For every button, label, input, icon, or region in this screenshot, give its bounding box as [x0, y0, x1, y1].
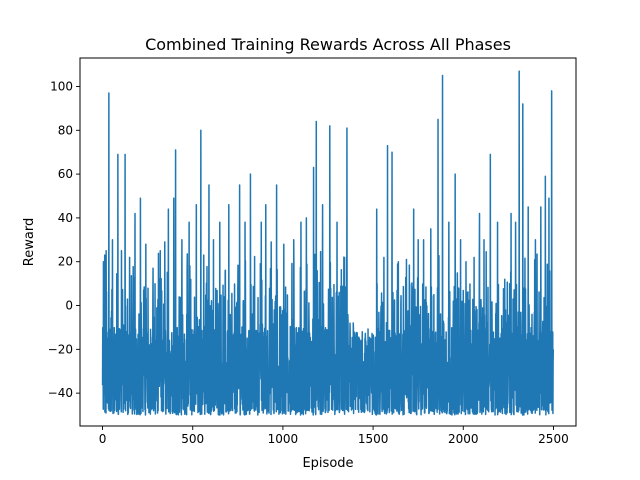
y-tick-label: 80	[58, 123, 73, 137]
x-tick-label: 1000	[268, 432, 299, 446]
y-tick-label: 0	[65, 299, 73, 313]
chart-title: Combined Training Rewards Across All Pha…	[145, 35, 511, 54]
x-tick-label: 2000	[448, 432, 479, 446]
x-tick-label: 0	[99, 432, 107, 446]
y-tick-label: 60	[58, 167, 73, 181]
plot-area	[101, 70, 555, 416]
y-tick-label: 100	[50, 79, 73, 93]
plot-frame	[79, 57, 577, 427]
x-tick-label: 2500	[538, 432, 569, 446]
reward-series-line	[101, 70, 555, 416]
y-tick-label: 20	[58, 255, 73, 269]
x-axis-label: Episode	[302, 456, 353, 471]
y-tick-label: −20	[48, 342, 73, 356]
y-axis-label: Reward	[22, 218, 37, 266]
x-tick-label: 1500	[358, 432, 389, 446]
y-axis: −40 −20 0 20 40 60 80 100	[48, 79, 80, 400]
y-tick-label: 40	[58, 211, 73, 225]
x-tick-label: 500	[181, 432, 204, 446]
x-axis: 0 500 1000 1500 2000 2500	[99, 426, 569, 446]
y-tick-label: −40	[48, 386, 73, 400]
